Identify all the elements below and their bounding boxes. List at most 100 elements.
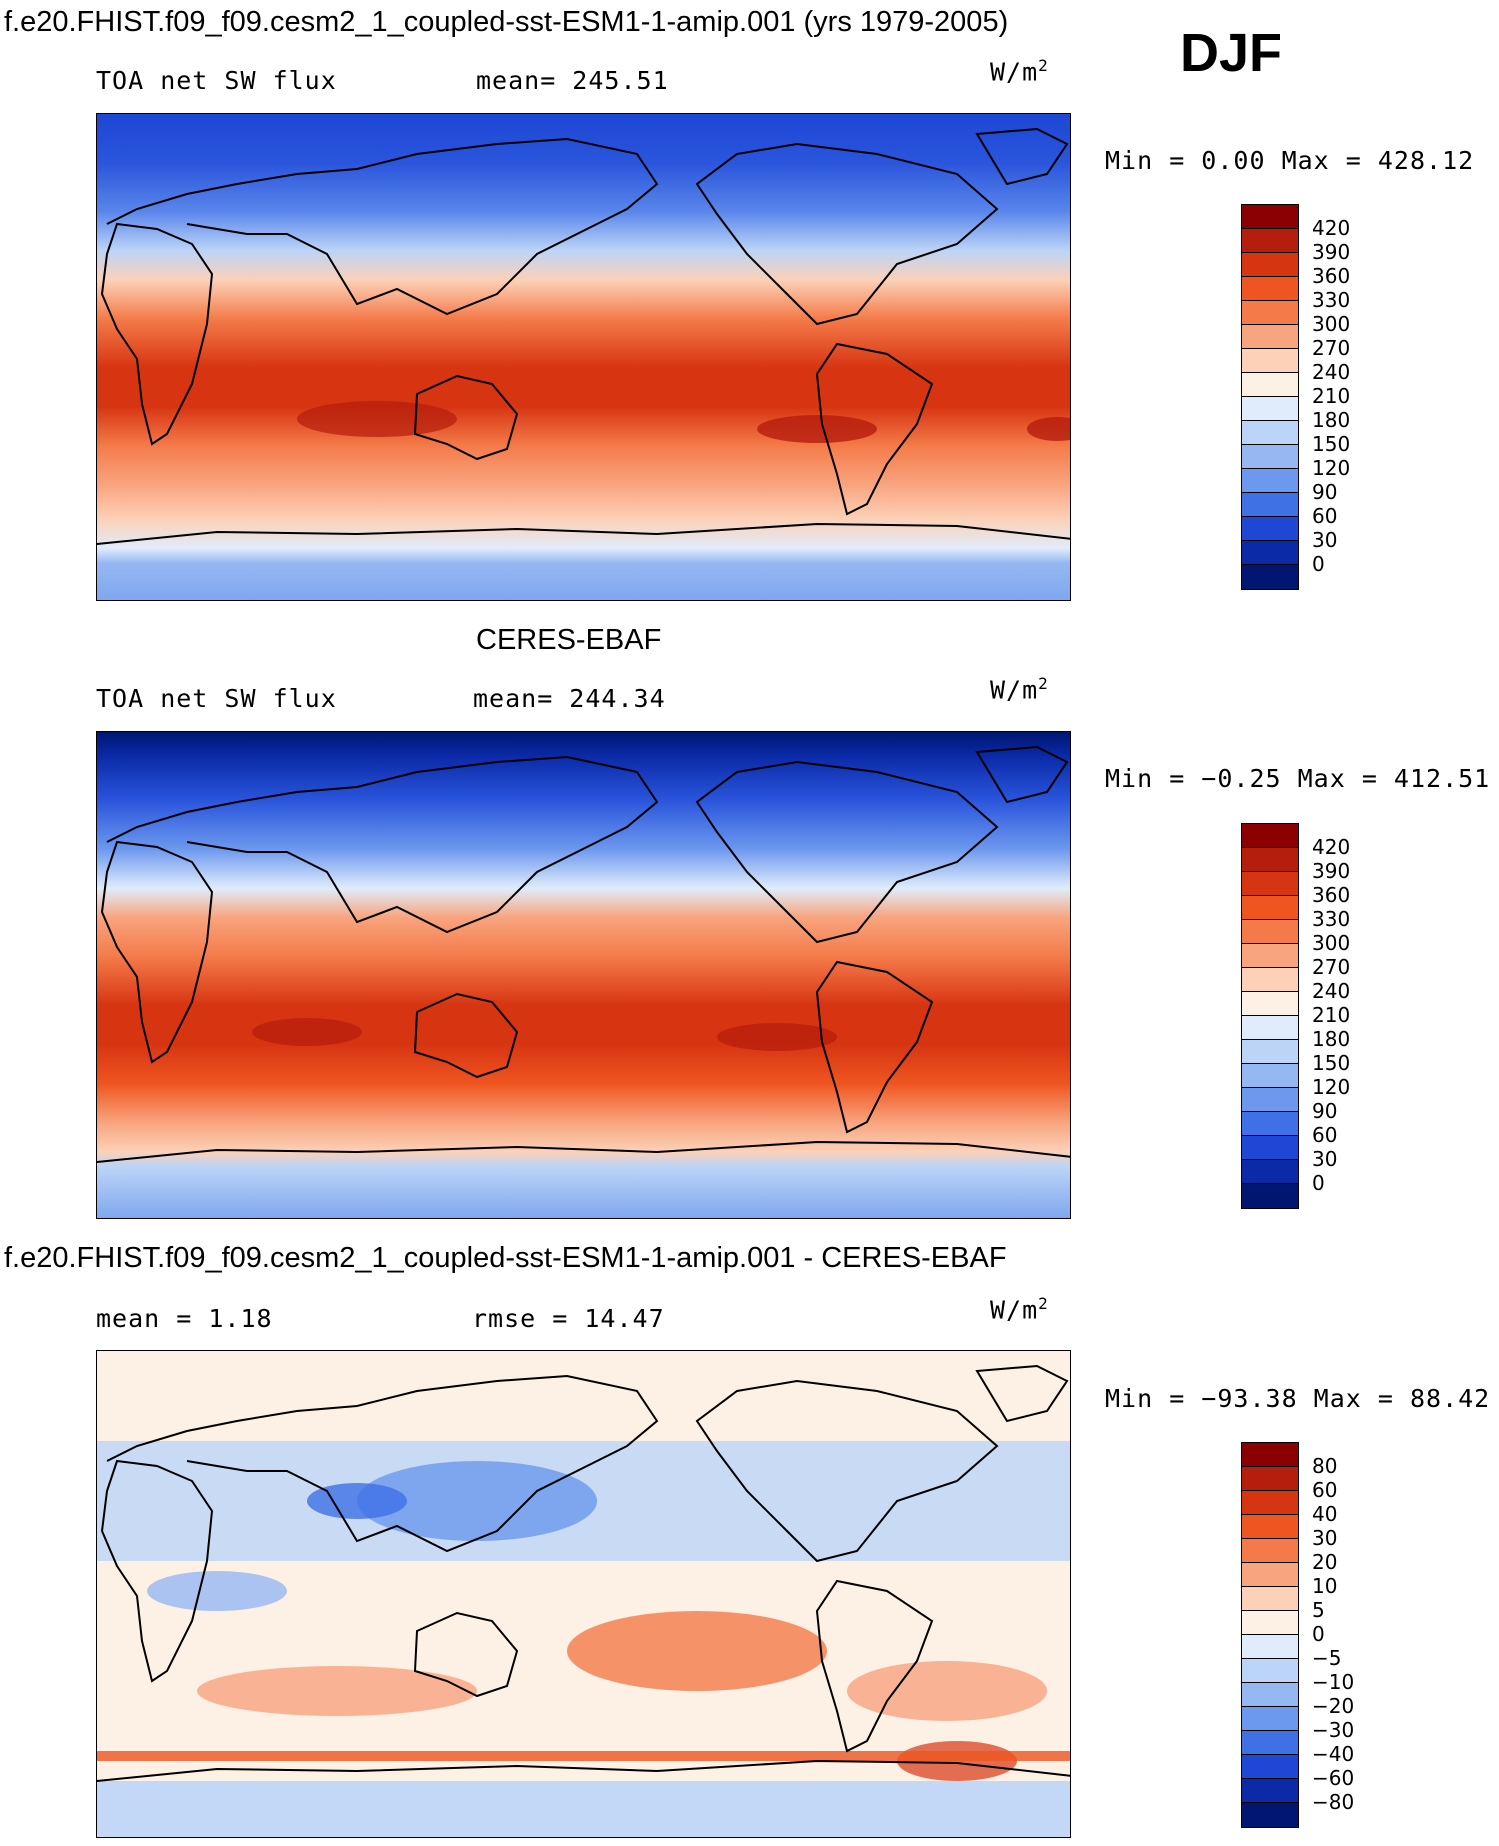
colorbar-swatch — [1242, 325, 1298, 349]
colorbar-tick-label: −30 — [1312, 1718, 1355, 1742]
colorbar-model — [1241, 204, 1299, 590]
colorbar-swatch — [1242, 944, 1298, 968]
colorbar-swatch — [1242, 469, 1298, 493]
colorbar-swatch — [1242, 1683, 1298, 1707]
colorbar-swatch — [1242, 1184, 1298, 1208]
colorbar-tick-label: −5 — [1312, 1646, 1342, 1670]
colorbar-swatch — [1242, 1064, 1298, 1088]
colorbar-tick-label: 90 — [1312, 1099, 1338, 1123]
colorbar-tick-label: 300 — [1312, 931, 1351, 955]
colorbar-tick-label: −40 — [1312, 1742, 1355, 1766]
colorbar-swatch — [1242, 992, 1298, 1016]
minmax-label: Min = 0.00 Max = 428.12 — [1105, 146, 1475, 175]
colorbar-tick-label: 90 — [1312, 480, 1338, 504]
coastlines — [97, 127, 1070, 545]
colorbar-swatch — [1242, 1587, 1298, 1611]
colorbar-swatch — [1242, 824, 1298, 848]
colorbar-tick-label: −20 — [1312, 1694, 1355, 1718]
colorbar-tick-label: 0 — [1312, 552, 1325, 576]
colorbar-tick-label: 60 — [1312, 1478, 1338, 1502]
colorbar-tick-label: 270 — [1312, 336, 1351, 360]
colorbar-tick-label: 240 — [1312, 360, 1351, 384]
colorbar-tick-label: 390 — [1312, 859, 1351, 883]
units-label: W/m2 — [990, 674, 1049, 705]
colorbar-swatch — [1242, 1040, 1298, 1064]
colorbar-swatch — [1242, 253, 1298, 277]
colorbar-tick-label: 80 — [1312, 1454, 1338, 1478]
colorbar-swatch — [1242, 1611, 1298, 1635]
season-label: DJF — [1180, 23, 1283, 83]
mean-label: mean= 244.34 — [473, 684, 666, 713]
map-model — [96, 113, 1071, 601]
colorbar-swatch — [1242, 920, 1298, 944]
colorbar-tick-label: 30 — [1312, 528, 1338, 552]
units-label: W/m2 — [990, 56, 1049, 87]
colorbar-tick-label: 150 — [1312, 432, 1351, 456]
colorbar-tick-label: 150 — [1312, 1051, 1351, 1075]
colorbar-tick-label: 390 — [1312, 240, 1351, 264]
colorbar-swatch — [1242, 397, 1298, 421]
colorbar-swatch — [1242, 1160, 1298, 1184]
colorbar-swatch — [1242, 1515, 1298, 1539]
colorbar-swatch — [1242, 1088, 1298, 1112]
colorbar-swatch — [1242, 968, 1298, 992]
colorbar-swatch — [1242, 872, 1298, 896]
colorbar-swatch — [1242, 1779, 1298, 1803]
colorbar-swatch — [1242, 517, 1298, 541]
mean-label: mean= 245.51 — [476, 66, 669, 95]
colorbar-swatch — [1242, 848, 1298, 872]
colorbar-swatch — [1242, 205, 1298, 229]
colorbar-tick-label: 300 — [1312, 312, 1351, 336]
map-obs — [96, 731, 1071, 1219]
colorbar-swatch — [1242, 1635, 1298, 1659]
colorbar-tick-label: 30 — [1312, 1147, 1338, 1171]
colorbar-tick-label: 360 — [1312, 883, 1351, 907]
colorbar-tick-label: 240 — [1312, 979, 1351, 1003]
colorbar-obs — [1241, 823, 1299, 1209]
colorbar-swatch — [1242, 1136, 1298, 1160]
colorbar-swatch — [1242, 1112, 1298, 1136]
colorbar-tick-label: 330 — [1312, 288, 1351, 312]
colorbar-tick-label: 180 — [1312, 408, 1351, 432]
panel-title: f.e20.FHIST.f09_f09.cesm2_1_coupled-sst-… — [4, 1242, 1007, 1274]
colorbar-tick-label: 60 — [1312, 1123, 1338, 1147]
colorbar-tick-label: 10 — [1312, 1574, 1338, 1598]
colorbar-swatch — [1242, 1755, 1298, 1779]
colorbar-tick-label: 420 — [1312, 216, 1351, 240]
figure-title: f.e20.FHIST.f09_f09.cesm2_1_coupled-sst-… — [4, 6, 1009, 38]
colorbar-tick-label: 40 — [1312, 1502, 1338, 1526]
colorbar-swatch — [1242, 565, 1298, 589]
colorbar-tick-label: 270 — [1312, 955, 1351, 979]
colorbar-tick-label: −10 — [1312, 1670, 1355, 1694]
colorbar-swatch — [1242, 1491, 1298, 1515]
colorbar-swatch — [1242, 541, 1298, 565]
colorbar-tick-label: 420 — [1312, 835, 1351, 859]
colorbar-swatch — [1242, 1016, 1298, 1040]
colorbar-swatch — [1242, 1443, 1298, 1467]
colorbar-tick-label: 120 — [1312, 456, 1351, 480]
field-label: TOA net SW flux — [96, 66, 337, 95]
colorbar-tick-label: 360 — [1312, 264, 1351, 288]
colorbar-tick-label: 0 — [1312, 1171, 1325, 1195]
colorbar-swatch — [1242, 277, 1298, 301]
colorbar-swatch — [1242, 301, 1298, 325]
minmax-label: Min = −0.25 Max = 412.51 — [1105, 764, 1491, 793]
colorbar-tick-label: 60 — [1312, 504, 1338, 528]
colorbar-tick-label: −80 — [1312, 1790, 1355, 1814]
colorbar-tick-label: 120 — [1312, 1075, 1351, 1099]
colorbar-swatch — [1242, 1731, 1298, 1755]
colorbar-tick-label: 0 — [1312, 1622, 1325, 1646]
colorbar-swatch — [1242, 421, 1298, 445]
colorbar-swatch — [1242, 1707, 1298, 1731]
colorbar-tick-label: 180 — [1312, 1027, 1351, 1051]
colorbar-swatch — [1242, 373, 1298, 397]
colorbar-tick-label: −60 — [1312, 1766, 1355, 1790]
colorbar-swatch — [1242, 349, 1298, 373]
field-label: TOA net SW flux — [96, 684, 337, 713]
colorbar-tick-label: 330 — [1312, 907, 1351, 931]
colorbar-swatch — [1242, 1467, 1298, 1491]
mean-label: mean = 1.18 — [96, 1304, 273, 1333]
colorbar-tick-label: 20 — [1312, 1550, 1338, 1574]
colorbar-swatch — [1242, 1563, 1298, 1587]
rmse-label: rmse = 14.47 — [472, 1304, 665, 1333]
